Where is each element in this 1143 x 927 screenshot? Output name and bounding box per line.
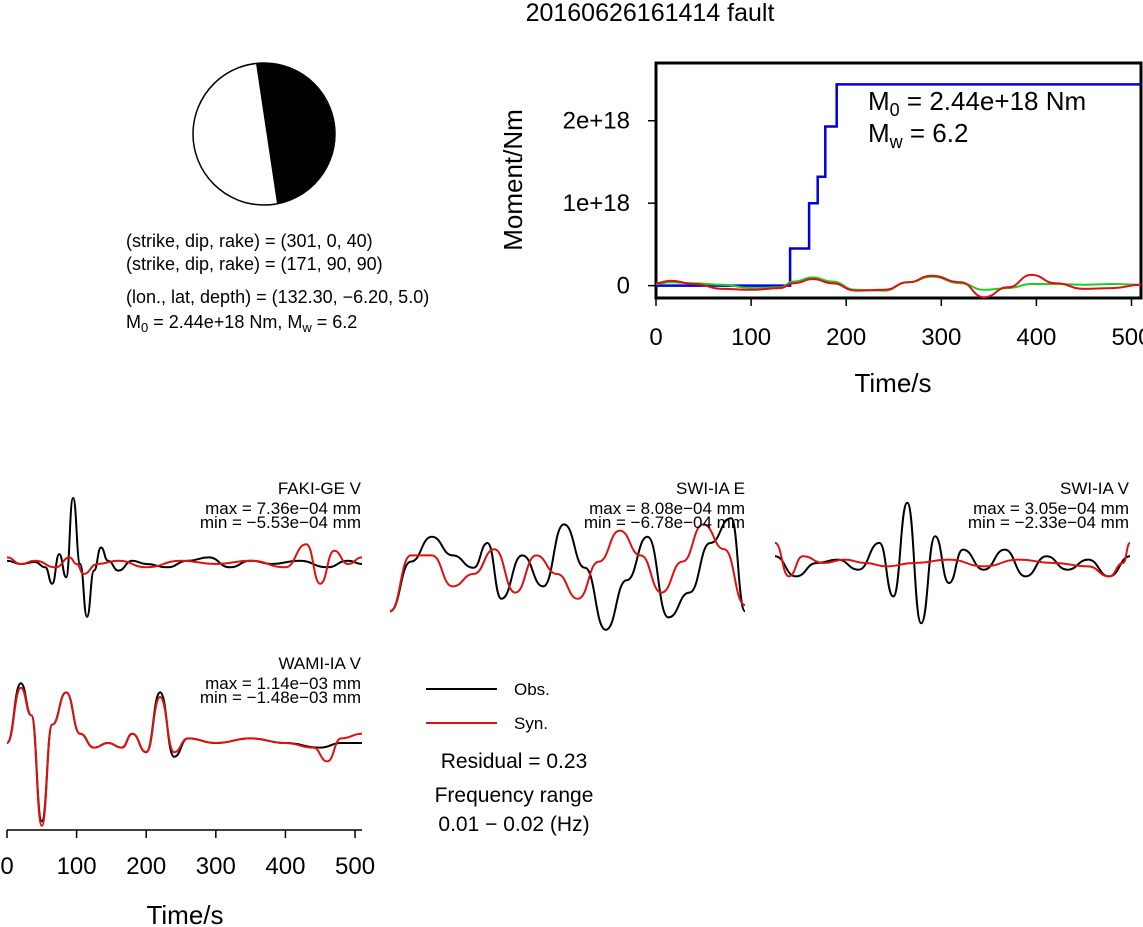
moment-plot-frame: [654, 61, 1143, 300]
trace-xtick-label: 400: [265, 853, 305, 880]
moment-ytick-label: 2e+18: [563, 108, 630, 135]
moment-xtick-label: 0: [649, 324, 662, 351]
legend: Obs. Syn.: [426, 680, 550, 733]
moment-ytick-label: 1e+18: [563, 190, 630, 217]
trace-max-label: max = 1.14e−03 mm: [205, 674, 361, 693]
legend-obs-label: Obs.: [514, 680, 550, 699]
trace-time-axis: 0 100 200 300 400 500: [0, 829, 375, 880]
mechanism-nodal-plane-1: (strike, dip, rake) = (301, 0, 40): [126, 231, 373, 251]
moment-xtick-label: 200: [826, 324, 866, 351]
trace-station-label: FAKI-GE V: [278, 479, 362, 498]
mechanism-moment: M0 = 2.44e+18 Nm, Mw = 6.2: [126, 312, 357, 335]
trace-xtick-label: 0: [0, 853, 13, 880]
moment-red-line: [655, 273, 1142, 299]
moment-axis-ticks: 0 100 200 300 400 500 0 1e+18 2e+18: [563, 108, 1143, 351]
trace-min-label: min = −6.78e−04 mm: [584, 513, 745, 532]
trace-min-label: min = −2.33e−04 mm: [968, 513, 1129, 532]
trace-max-label: max = 3.05e−04 mm: [973, 499, 1129, 518]
moment-annotation-m0: M0 = 2.44e+18 Nm: [868, 86, 1086, 120]
trace-min-label: min = −1.48e−03 mm: [200, 688, 361, 707]
trace-xtick-label: 300: [196, 853, 236, 880]
mechanism-location: (lon., lat, depth) = (132.30, −6.20, 5.0…: [126, 287, 429, 307]
moment-plot: 0 100 200 300 400 500 0 1e+18 2e+18 Moment/Nm Ti…: [498, 61, 1143, 398]
figure-title: 20160626161414 fault: [526, 0, 775, 27]
focal-mechanism-beachball: [192, 62, 336, 206]
mechanism-nodal-plane-2: (strike, dip, rake) = (171, 90, 90): [126, 254, 383, 274]
moment-ylabel: Moment/Nm: [498, 109, 528, 251]
residual-text: Residual = 0.23: [441, 750, 588, 773]
synthetic-trace: [6, 686, 363, 827]
trace-station-label: SWI-IA V: [1060, 479, 1130, 498]
synthetic-trace: [389, 523, 746, 613]
trace-min-label: min = −5.53e−04 mm: [200, 513, 361, 532]
frequency-title: Frequency range: [435, 784, 594, 807]
moment-annotation-mw: Mw = 6.2: [868, 118, 968, 152]
observed-trace: [389, 517, 746, 631]
moment-xlabel: Time/s: [854, 368, 931, 398]
moment-series-group: [655, 83, 1142, 299]
frequency-range: 0.01 − 0.02 (Hz): [438, 813, 589, 836]
moment-xtick-label: 100: [731, 324, 771, 351]
moment-xtick-label: 500: [1111, 324, 1143, 351]
trace-xtick-label: 100: [57, 853, 97, 880]
moment-total-line: [656, 83, 1141, 287]
synthetic-trace: [774, 541, 1131, 578]
trace-xtick-label: 500: [335, 853, 375, 880]
legend-syn-label: Syn.: [514, 714, 548, 733]
observed-trace: [774, 501, 1131, 625]
trace-max-label: max = 8.08e−04 mm: [589, 499, 745, 518]
beachball-compression-quadrant: [256, 63, 335, 204]
trace-max-label: max = 7.36e−04 mm: [205, 499, 361, 518]
moment-xtick-label: 300: [921, 324, 961, 351]
synthetic-trace: [6, 543, 363, 585]
moment-ytick-label: 0: [617, 273, 630, 300]
trace-station-label: WAMI-IA V: [279, 654, 362, 673]
trace-station-label: SWI-IA E: [676, 479, 745, 498]
moment-xtick-label: 400: [1016, 324, 1056, 351]
trace-xtick-label: 200: [126, 853, 166, 880]
trace-xlabel: Time/s: [146, 900, 223, 927]
